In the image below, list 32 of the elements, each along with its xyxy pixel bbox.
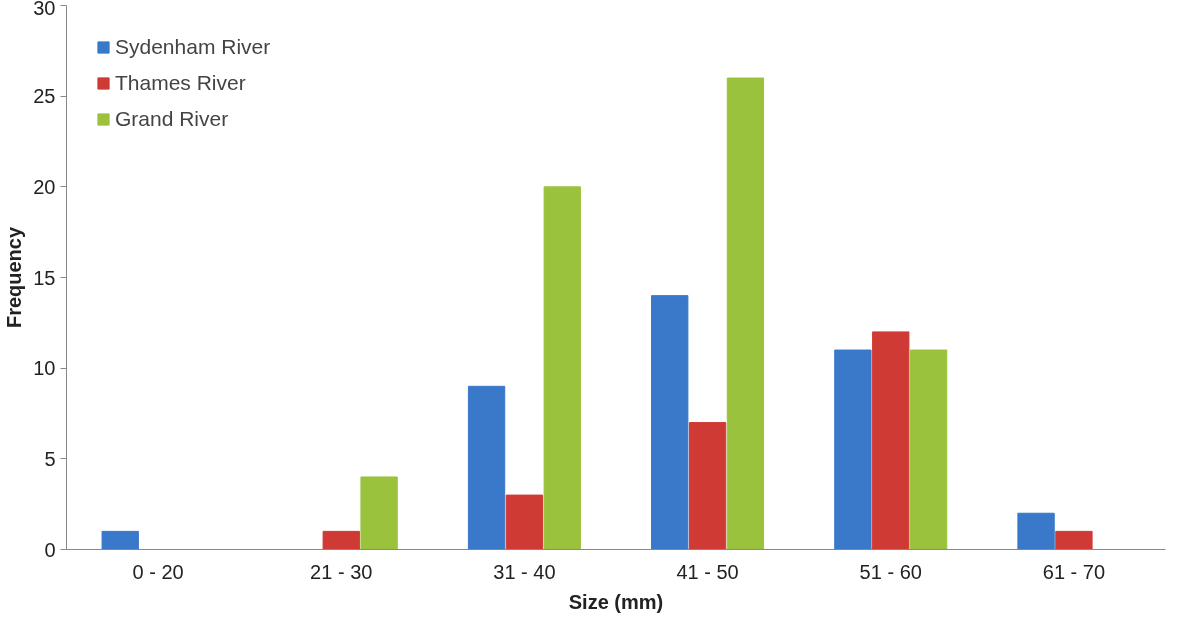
bar <box>360 476 398 550</box>
bar <box>543 186 581 550</box>
bar <box>101 530 139 550</box>
y-tick-label: 30 <box>33 0 56 19</box>
bar <box>467 385 506 550</box>
x-tick-label: 41 - 50 <box>676 560 739 583</box>
x-tick-label: 61 - 70 <box>1042 560 1106 583</box>
bar <box>1055 530 1093 550</box>
y-axis-title: Frequency <box>3 226 26 329</box>
x-tick-label: 31 - 40 <box>493 560 556 583</box>
legend-label: Sydenham River <box>115 35 271 59</box>
y-tick-label: 20 <box>33 175 56 198</box>
x-tick-label: 51 - 60 <box>859 560 922 583</box>
y-tick-label: 0 <box>44 538 56 561</box>
bar <box>505 494 544 550</box>
bar <box>872 331 910 550</box>
bar <box>322 530 360 550</box>
bar <box>688 422 727 550</box>
legend-label: Thames River <box>115 71 246 95</box>
x-tick-label: 21 - 30 <box>310 560 373 583</box>
bar <box>834 349 872 550</box>
x-tick-label: 0 - 20 <box>132 560 184 583</box>
x-axis-title: Size (mm) <box>568 590 664 613</box>
y-tick-label: 5 <box>44 447 56 470</box>
bar <box>651 295 689 550</box>
y-tick-label: 10 <box>33 357 56 380</box>
bar <box>726 77 765 550</box>
legend-label: Grand River <box>115 107 229 131</box>
y-tick-label: 15 <box>33 266 56 289</box>
bar <box>909 349 948 550</box>
bar <box>1017 512 1055 550</box>
y-tick-label: 25 <box>33 85 56 108</box>
